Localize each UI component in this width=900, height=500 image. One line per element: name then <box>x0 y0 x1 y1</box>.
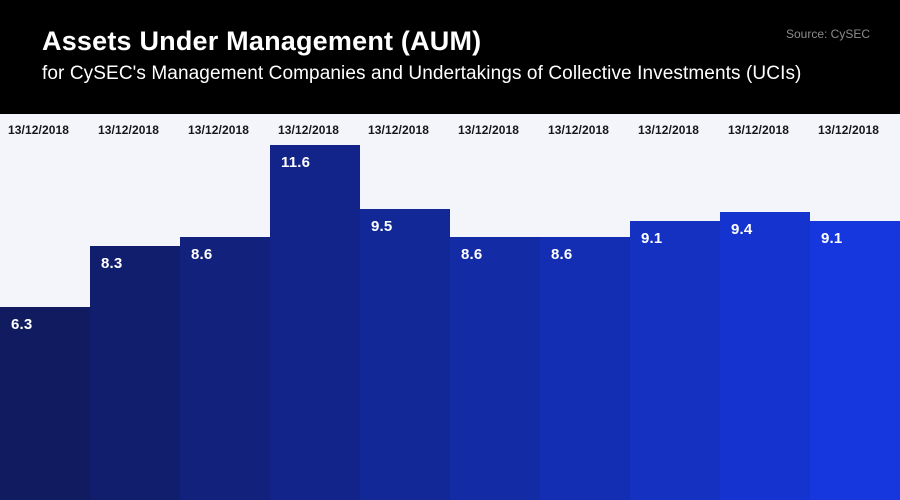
bar: 8.6 <box>180 236 270 500</box>
x-axis-label: 13/12/2018 <box>638 123 700 137</box>
bar-value-label: 9.1 <box>641 230 663 248</box>
chart-column: 13/12/2018 8.6 <box>540 114 630 500</box>
bar-value-label: 9.4 <box>731 221 753 239</box>
bar: 9.1 <box>810 221 900 500</box>
page-subtitle: for CySEC's Management Companies and Und… <box>42 63 802 85</box>
chart-column: 13/12/2018 9.4 <box>720 114 810 500</box>
chart-column: 13/12/2018 6.3 <box>0 114 90 500</box>
bar-value-label: 8.3 <box>101 254 123 272</box>
x-axis-label: 13/12/2018 <box>548 123 610 137</box>
bar-value-label: 8.6 <box>461 245 483 263</box>
x-axis-label: 13/12/2018 <box>278 123 340 137</box>
bar: 9.4 <box>720 212 810 500</box>
bar: 9.1 <box>630 221 720 500</box>
bar-value-label: 9.1 <box>821 230 843 248</box>
bar-value-label: 8.6 <box>191 245 213 263</box>
page-title: Assets Under Management (AUM) <box>42 26 482 56</box>
bar: 11.6 <box>270 144 360 500</box>
bar: 8.6 <box>540 236 630 500</box>
x-axis-label: 13/12/2018 <box>728 123 790 137</box>
bar: 8.3 <box>90 245 180 500</box>
x-axis-label: 13/12/2018 <box>98 123 160 137</box>
bar-value-label: 11.6 <box>281 153 311 171</box>
chart-column: 13/12/2018 9.1 <box>810 114 900 500</box>
chart-column: 13/12/2018 8.6 <box>180 114 270 500</box>
source-label: Source: CySEC <box>785 27 870 41</box>
bar-value-label: 8.6 <box>551 245 573 263</box>
header: Assets Under Management (AUM) for CySEC'… <box>0 0 900 114</box>
bar-value-label: 9.5 <box>371 217 393 235</box>
chart-column: 13/12/2018 9.5 <box>360 114 450 500</box>
x-axis-label: 13/12/2018 <box>8 123 70 137</box>
aum-bar-chart: 13/12/2018 6.3 13/12/2018 8.3 13/12/2018 8.6 1… <box>0 114 900 500</box>
x-axis-label: 13/12/2018 <box>188 123 250 137</box>
chart-column: 13/12/2018 11.6 <box>270 114 360 500</box>
x-axis-label: 13/12/2018 <box>818 123 880 137</box>
bar: 8.6 <box>450 236 540 500</box>
chart-column: 13/12/2018 8.3 <box>90 114 180 500</box>
chart-column: 13/12/2018 9.1 <box>630 114 720 500</box>
bar: 9.5 <box>360 208 450 500</box>
bar-value-label: 6.3 <box>11 316 33 333</box>
chart-column: 13/12/2018 8.6 <box>450 114 540 500</box>
x-axis-label: 13/12/2018 <box>368 123 430 137</box>
x-axis-label: 13/12/2018 <box>458 123 520 137</box>
bar: 6.3 <box>0 307 90 500</box>
